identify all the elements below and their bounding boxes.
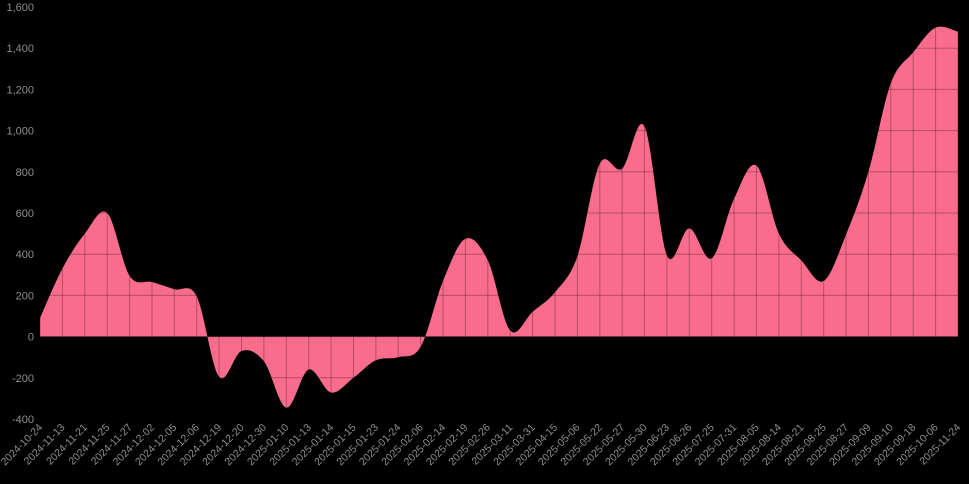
y-axis-tick-label: 200 (16, 290, 34, 302)
y-axis-tick-label: -400 (12, 414, 34, 426)
y-axis-tick-label: -200 (12, 373, 34, 385)
y-axis-tick-label: 1,000 (6, 126, 34, 138)
y-axis-tick-label: 800 (16, 167, 34, 179)
y-axis-tick-label: 1,200 (6, 84, 34, 96)
y-axis-tick-label: 1,400 (6, 43, 34, 55)
y-axis-tick-label: 400 (16, 249, 34, 261)
y-axis-tick-label: 600 (16, 208, 34, 220)
area-series (40, 26, 958, 408)
y-axis-tick-label: 1,600 (6, 2, 34, 14)
y-axis-tick-label: 0 (28, 332, 34, 344)
